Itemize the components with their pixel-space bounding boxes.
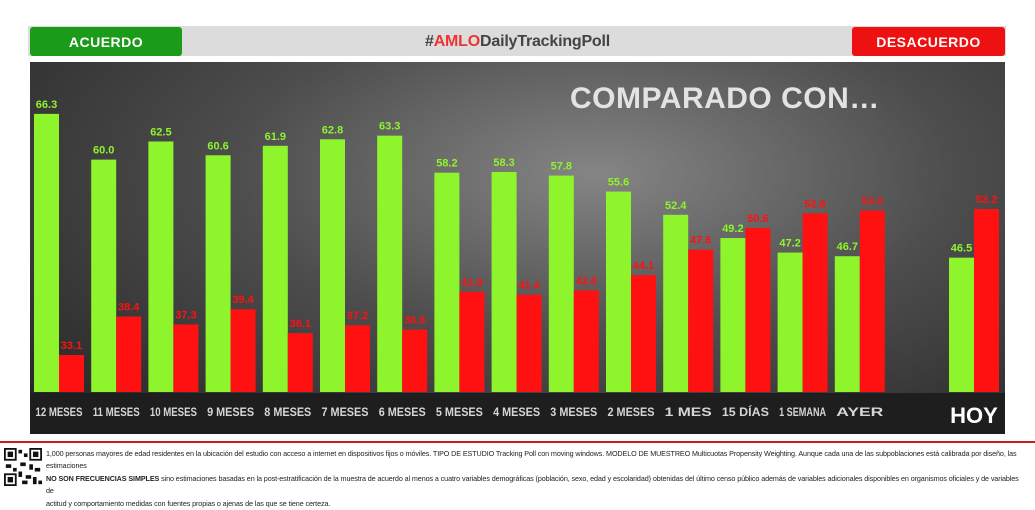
x-tick-label: 1 SEMANA — [779, 405, 826, 419]
value-label-agree: 62.5 — [150, 126, 171, 138]
bar-agree — [148, 141, 174, 392]
bar-disagree — [631, 275, 656, 392]
header-bar — [28, 26, 1006, 56]
value-label-agree: 66.3 — [36, 99, 57, 111]
x-axis-strip — [30, 393, 1005, 434]
value-label-disagree: 41.4 — [518, 280, 540, 292]
value-label-agree: 47.2 — [779, 238, 800, 250]
value-label-disagree: 52.6 — [804, 198, 825, 210]
bar-agree — [834, 256, 860, 392]
bar-agree — [320, 139, 345, 392]
value-label-agree: 55.6 — [608, 177, 629, 189]
value-label-agree: 62.8 — [322, 124, 343, 136]
bar-agree — [777, 252, 803, 392]
bar-disagree — [859, 210, 885, 392]
hashtag-suffix: DailyTrackingPoll — [480, 33, 610, 50]
bar-agree — [91, 159, 117, 392]
value-label-agree: 57.8 — [551, 161, 572, 173]
bar-agree — [262, 145, 288, 392]
note-line-2-text: sino estimaciones basadas en la post-est… — [46, 473, 1019, 496]
bar-agree — [548, 175, 574, 392]
x-tick-label: 2 MESES — [608, 405, 655, 419]
x-tick-label: 11 MESES — [93, 405, 140, 419]
bar-agree — [434, 172, 460, 392]
note-emphasis: NO SON FRECUENCIAS SIMPLES — [46, 473, 160, 483]
value-label-disagree: 39.4 — [232, 294, 254, 306]
hashtag-prefix: # — [425, 33, 434, 50]
bar-agree — [491, 171, 517, 392]
bar-disagree — [230, 309, 256, 392]
bar-disagree — [59, 354, 84, 392]
bar-disagree — [287, 333, 313, 392]
x-tick-label: 8 MESES — [264, 405, 311, 419]
legend-agree: ACUERDO — [30, 27, 182, 56]
value-label-disagree: 37.3 — [175, 309, 196, 321]
value-label-disagree: 53.2 — [976, 194, 997, 206]
x-tick-label: 10 MESES — [150, 405, 197, 419]
note-line-3: actitud y comportamiento medidas con fue… — [46, 498, 331, 508]
qr-code-icon — [4, 448, 42, 486]
value-label-disagree: 33.1 — [61, 340, 82, 352]
x-tick-label: 1 MES — [665, 405, 712, 419]
value-label-disagree: 38.4 — [118, 301, 140, 313]
note-line-1: 1,000 personas mayores de edad residente… — [46, 449, 1017, 471]
chart-panel: 66.3 33.1 12 MESES 60.0 38.4 11 MESES 62.5 37.3… — [30, 62, 1005, 434]
value-label-agree: 58.3 — [493, 157, 514, 169]
x-tick-label: 5 MESES — [436, 405, 483, 419]
value-label-disagree: 36.1 — [290, 318, 311, 330]
bar-disagree — [173, 324, 199, 392]
bar-agree — [205, 155, 231, 392]
x-tick-label: 6 MESES — [379, 405, 426, 419]
bar-agree — [949, 257, 974, 392]
bar-disagree — [745, 227, 771, 392]
value-label-agree: 49.2 — [722, 223, 743, 235]
bar-agree — [377, 135, 403, 392]
bar-agree — [606, 191, 631, 392]
value-label-agree: 46.7 — [837, 241, 858, 253]
bar-disagree — [116, 316, 142, 392]
bar-disagree — [688, 249, 714, 392]
value-label-agree: 46.5 — [951, 243, 972, 255]
x-tick-label: 9 MESES — [207, 405, 254, 419]
bar-disagree — [974, 209, 999, 392]
x-tick-label: 3 MESES — [550, 405, 597, 419]
methodology-note: 1,000 personas mayores de edad residente… — [46, 448, 1028, 510]
x-tick-label: 7 MESES — [322, 405, 369, 419]
hashtag-highlight: AMLO — [433, 33, 481, 50]
value-label-disagree: 44.1 — [633, 260, 654, 272]
x-tick-label: 15 DÍAS — [722, 404, 769, 419]
value-label-disagree: 47.6 — [690, 235, 711, 247]
value-label-agree: 60.6 — [207, 140, 228, 152]
bar-disagree — [802, 213, 828, 392]
value-label-disagree: 41.8 — [461, 277, 482, 289]
hashtag-title: #AMLODailyTrackingPoll — [0, 33, 1035, 51]
x-tick-label: 4 MESES — [493, 405, 540, 419]
footer-rule — [0, 441, 1035, 443]
value-label-disagree: 53.0 — [862, 195, 883, 207]
x-tick-label: 12 MESES — [36, 405, 83, 419]
value-label-disagree: 42.0 — [576, 275, 597, 287]
value-label-disagree: 37.2 — [347, 310, 368, 322]
bar-disagree — [345, 325, 370, 392]
chart-title: COMPARADO CON… — [570, 82, 880, 115]
bar-disagree — [516, 294, 542, 392]
bar-agree — [720, 238, 746, 392]
bar-disagree — [459, 291, 485, 392]
value-label-disagree: 50.6 — [747, 213, 768, 225]
bar-disagree — [402, 329, 428, 392]
x-tick-label: AYER — [836, 405, 883, 419]
value-label-agree: 63.3 — [379, 121, 400, 133]
bar-agree — [663, 214, 689, 392]
value-label-agree: 58.2 — [436, 158, 457, 170]
note-line-2: NO SON FRECUENCIAS SIMPLES sino estimaci… — [46, 473, 1028, 498]
bar-disagree — [573, 290, 599, 392]
bar-chart: 66.3 33.1 12 MESES 60.0 38.4 11 MESES 62.5 37.3… — [34, 99, 999, 428]
value-label-disagree: 36.6 — [404, 315, 425, 327]
value-label-agree: 61.9 — [265, 131, 286, 143]
value-label-agree: 60.0 — [93, 145, 114, 157]
legend-disagree: DESACUERDO — [852, 27, 1005, 56]
bar-agree — [34, 113, 59, 392]
x-tick-label: HOY — [950, 403, 998, 428]
value-label-agree: 52.4 — [665, 200, 687, 212]
